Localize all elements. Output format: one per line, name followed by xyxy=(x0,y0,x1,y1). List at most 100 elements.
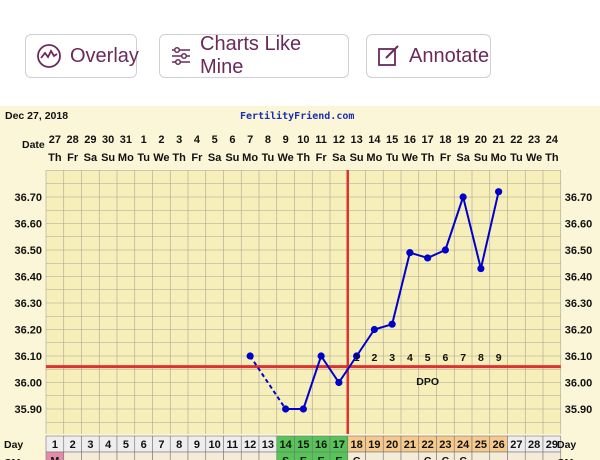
y-tick-label: 36.00 xyxy=(14,378,42,390)
cm-cell xyxy=(507,451,526,460)
data-point xyxy=(335,378,343,387)
cm-cell xyxy=(187,451,207,460)
series-segment xyxy=(302,355,323,410)
date-label: 7 xyxy=(247,134,253,146)
y-tick-label: 36.10 xyxy=(14,351,42,363)
y-axis-right: 36.70 36.60 36.50 36.40 36.30 36.20 36.10 36.00… xyxy=(565,192,593,416)
cm-cell xyxy=(329,451,349,460)
cm-cell xyxy=(382,451,402,460)
date-label: 12 xyxy=(333,134,345,146)
cm-cell xyxy=(116,451,136,460)
date-label: 14 xyxy=(368,134,381,146)
date-label: 30 xyxy=(102,134,114,146)
weekday-label: Th xyxy=(297,152,311,164)
y-tick-label: 36.60 xyxy=(14,219,42,231)
weekday-label: We xyxy=(402,152,418,164)
cm-cell xyxy=(45,451,65,460)
y-tick-label: 36.40 xyxy=(565,272,593,284)
dpo-number: 5 xyxy=(425,352,431,364)
annotate-button[interactable]: Annotate xyxy=(366,34,491,78)
cm-cell xyxy=(311,451,331,460)
cm-cell xyxy=(418,451,437,460)
y-tick-label: 36.60 xyxy=(565,219,593,231)
data-point xyxy=(441,246,449,254)
dpo-number: 4 xyxy=(407,352,413,364)
cycle-day-label: 5 xyxy=(123,439,129,451)
cm-cell xyxy=(489,451,508,460)
cycle-day-label: 12 xyxy=(244,439,256,451)
grid-lines xyxy=(45,170,562,434)
data-point xyxy=(477,264,485,273)
weekday-label: Fr xyxy=(316,152,328,164)
sliders-icon xyxy=(170,45,192,67)
date-label: 5 xyxy=(212,134,218,146)
date-label: 21 xyxy=(493,134,505,146)
dpo-number: 2 xyxy=(371,352,377,364)
cm-cell xyxy=(81,451,100,460)
cm-cell xyxy=(365,451,384,460)
weekday-label: Mo xyxy=(242,152,258,164)
date-label: 22 xyxy=(510,134,522,146)
weekday-label: Fr xyxy=(191,152,203,164)
series-segment xyxy=(355,328,376,357)
cm-label: E xyxy=(335,455,342,460)
weekday-label: We xyxy=(277,152,293,164)
cm-label: S xyxy=(282,455,289,460)
site-name: FertilityFriend.com xyxy=(240,110,354,122)
cycle-day-label: 15 xyxy=(297,439,309,451)
data-point xyxy=(495,188,503,196)
weekday-label: Sa xyxy=(332,152,346,164)
weekday-label: Fr xyxy=(67,152,79,164)
y-tick-label: 35.90 xyxy=(14,404,42,416)
cycle-day-label: 16 xyxy=(315,439,327,451)
cm-cell xyxy=(240,451,260,460)
cycle-day-label: 28 xyxy=(528,439,540,451)
cycle-day-label: 10 xyxy=(209,439,221,451)
weekday-label: Mo xyxy=(118,152,134,164)
cm-cell xyxy=(223,451,242,460)
weekday-label: Sa xyxy=(456,152,470,164)
plot-area xyxy=(46,170,561,434)
date-label: 2 xyxy=(158,134,164,146)
date-label: 19 xyxy=(457,134,469,146)
cm-label: C xyxy=(459,455,467,460)
date-label: 9 xyxy=(283,134,289,146)
date-label: 31 xyxy=(120,134,132,146)
date-label: 3 xyxy=(176,134,182,146)
charts-like-mine-button[interactable]: Charts Like Mine xyxy=(159,33,349,78)
cycle-day-label: 4 xyxy=(105,439,112,451)
y-tick-label: 36.50 xyxy=(565,245,593,257)
date-label: 28 xyxy=(67,134,79,146)
weekday-label: Su xyxy=(474,152,488,164)
cycle-day-label: 25 xyxy=(475,439,487,451)
cm-cell xyxy=(258,451,278,460)
weekday-label: Sa xyxy=(84,152,98,164)
cm-cell xyxy=(134,451,153,460)
weekday-label: Th xyxy=(48,152,62,164)
data-point xyxy=(246,352,254,360)
cm-cell xyxy=(205,451,224,460)
weekday-label: Su xyxy=(350,152,364,164)
cycle-day-label: 11 xyxy=(227,439,239,451)
y-tick-label: 36.40 xyxy=(14,272,42,284)
y-tick-label: 36.20 xyxy=(565,325,593,337)
date-label: 8 xyxy=(265,134,271,146)
cycle-day-label: 7 xyxy=(158,439,164,451)
overlay-button[interactable]: Overlay xyxy=(25,34,139,78)
date-row: 27 28 29 30 31 1 2 3 4 5 6 7 8 9 10 11 12 13 14 15 16 17 18 19 2… xyxy=(49,134,559,146)
fertility-chart: Dec 27, 2018 FertilityFriend.com Date 27… xyxy=(0,106,600,460)
weekday-label: Th xyxy=(421,152,435,164)
date-label: 13 xyxy=(351,134,363,146)
day-row-label-right: Day xyxy=(557,439,576,451)
y-axis-left: 36.70 36.60 36.50 36.40 36.30 36.20 36.10 36.00… xyxy=(14,192,42,416)
y-tick-label: 35.90 xyxy=(565,404,593,416)
cm-cell xyxy=(152,451,171,460)
cm-cell xyxy=(294,451,313,460)
weekday-label: Mo xyxy=(491,152,507,164)
cycle-day-label: 3 xyxy=(87,439,93,451)
y-tick-label: 36.10 xyxy=(565,351,593,363)
weekday-label: We xyxy=(153,152,169,164)
date-row-label: Date xyxy=(22,139,45,151)
weekday-label: Su xyxy=(101,152,115,164)
